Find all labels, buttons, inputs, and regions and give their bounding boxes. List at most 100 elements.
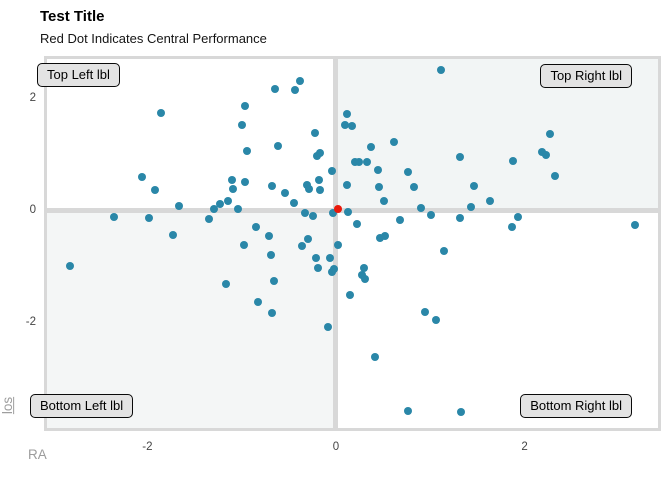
data-point (314, 264, 323, 273)
data-point (376, 234, 385, 243)
data-point (216, 200, 225, 209)
data-point (168, 230, 177, 239)
data-point (410, 183, 419, 192)
data-point (145, 213, 154, 222)
data-point (311, 128, 320, 137)
data-point (361, 274, 370, 283)
data-point (304, 185, 313, 194)
y-tick-label: -2 (25, 315, 36, 328)
data-point (390, 138, 399, 147)
data-point (466, 202, 475, 211)
data-point (360, 263, 369, 272)
data-point (380, 196, 389, 205)
data-point (253, 297, 262, 306)
quadrant-label-top-left: Top Left lbl (37, 63, 120, 87)
data-point (366, 142, 375, 151)
data-point (315, 175, 324, 184)
data-point (309, 212, 318, 221)
data-point (269, 276, 278, 285)
data-point (427, 211, 436, 220)
data-point (243, 146, 252, 155)
y-axis-title: los (0, 396, 16, 415)
data-point (329, 208, 338, 217)
data-point (251, 223, 260, 232)
quadrant-bottom-left-bg (47, 210, 336, 428)
points-layer (47, 59, 658, 428)
data-point (341, 120, 350, 129)
data-point (542, 150, 551, 159)
data-point (315, 186, 324, 195)
data-point (381, 232, 390, 241)
data-point (237, 120, 246, 129)
quadrant-bottom-right-bg (335, 210, 658, 428)
data-point (265, 232, 274, 241)
data-point (508, 223, 517, 232)
y-tick-label: 0 (29, 203, 36, 216)
data-point (546, 130, 555, 139)
data-point (137, 172, 146, 181)
data-point (346, 290, 355, 299)
central-point (333, 205, 342, 214)
data-point (343, 180, 352, 189)
data-point (267, 308, 276, 317)
x-axis-title: RA (28, 447, 47, 462)
chart-title: Test Title (40, 8, 105, 25)
chart-subtitle: Red Dot Indicates Central Performance (40, 31, 267, 46)
data-point (239, 241, 248, 250)
data-point (344, 207, 353, 216)
data-point (110, 213, 119, 222)
data-point (150, 186, 159, 195)
data-point (457, 408, 466, 417)
data-point (300, 209, 309, 218)
data-point (370, 353, 379, 362)
data-point (241, 178, 250, 187)
data-point (326, 254, 335, 263)
data-point (440, 247, 449, 256)
data-point (431, 315, 440, 324)
data-point (550, 171, 559, 180)
data-point (273, 142, 282, 151)
data-point (281, 189, 290, 198)
zero-line-horizontal (47, 208, 658, 214)
data-point (343, 109, 352, 118)
quadrant-label-bottom-right: Bottom Right lbl (520, 394, 632, 418)
data-point (241, 102, 250, 111)
data-point (485, 196, 494, 205)
data-point (330, 264, 339, 273)
quadrant-label-bottom-left: Bottom Left lbl (30, 394, 134, 418)
data-point (403, 167, 412, 176)
data-point (403, 406, 412, 415)
data-point (375, 182, 384, 191)
data-point (221, 279, 230, 288)
data-point (315, 148, 324, 157)
x-tick-label: 2 (521, 441, 528, 453)
data-point (204, 215, 213, 224)
data-point (420, 308, 429, 317)
data-point (348, 122, 357, 131)
data-point (396, 215, 405, 224)
data-point (352, 219, 361, 228)
x-tick-label: 0 (332, 441, 340, 453)
data-point (436, 66, 445, 75)
data-point (210, 204, 219, 213)
quadrant-label-top-right: Top Right lbl (540, 64, 632, 88)
data-point (630, 220, 639, 229)
data-point (298, 242, 307, 251)
data-point (228, 175, 237, 184)
data-point (374, 165, 383, 174)
data-point (267, 182, 276, 191)
data-point (456, 152, 465, 161)
data-point (296, 76, 305, 85)
data-point (537, 148, 546, 157)
data-point (513, 213, 522, 222)
data-point (509, 157, 518, 166)
data-point (328, 167, 337, 176)
data-point (289, 199, 298, 208)
y-tick-label: 2 (29, 91, 36, 104)
data-point (354, 158, 363, 167)
data-point (363, 158, 372, 167)
data-point (469, 182, 478, 191)
data-point (323, 322, 332, 331)
data-point (233, 205, 242, 214)
